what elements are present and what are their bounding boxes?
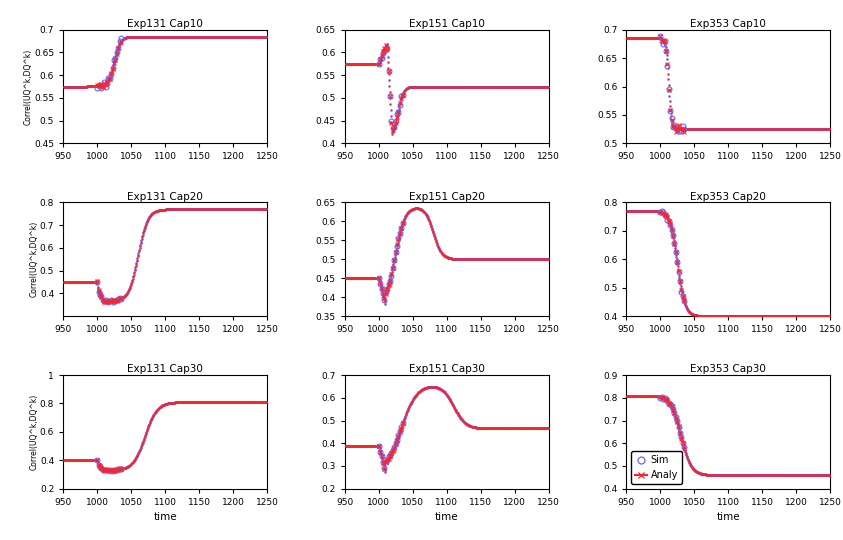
Title: Exp131 Cap10: Exp131 Cap10 [127, 19, 203, 29]
Title: Exp151 Cap20: Exp151 Cap20 [409, 192, 485, 201]
Y-axis label: Correl(UQ^k,DQ^k): Correl(UQ^k,DQ^k) [30, 221, 39, 298]
Title: Exp353 Cap30: Exp353 Cap30 [690, 364, 766, 374]
Y-axis label: Correl(UQ^k,DQ^k): Correl(UQ^k,DQ^k) [30, 394, 39, 470]
Title: Exp353 Cap10: Exp353 Cap10 [690, 19, 766, 29]
Y-axis label: Correl(UQ^k,DQ^k): Correl(UQ^k,DQ^k) [24, 49, 33, 125]
Title: Exp131 Cap30: Exp131 Cap30 [127, 364, 203, 374]
X-axis label: time: time [153, 512, 177, 522]
Legend: Sim, Analy: Sim, Analy [631, 451, 682, 484]
Title: Exp353 Cap20: Exp353 Cap20 [690, 192, 766, 201]
Title: Exp151 Cap30: Exp151 Cap30 [409, 364, 485, 374]
Title: Exp151 Cap10: Exp151 Cap10 [409, 19, 485, 29]
X-axis label: time: time [435, 512, 459, 522]
Title: Exp131 Cap20: Exp131 Cap20 [127, 192, 203, 201]
X-axis label: time: time [717, 512, 740, 522]
